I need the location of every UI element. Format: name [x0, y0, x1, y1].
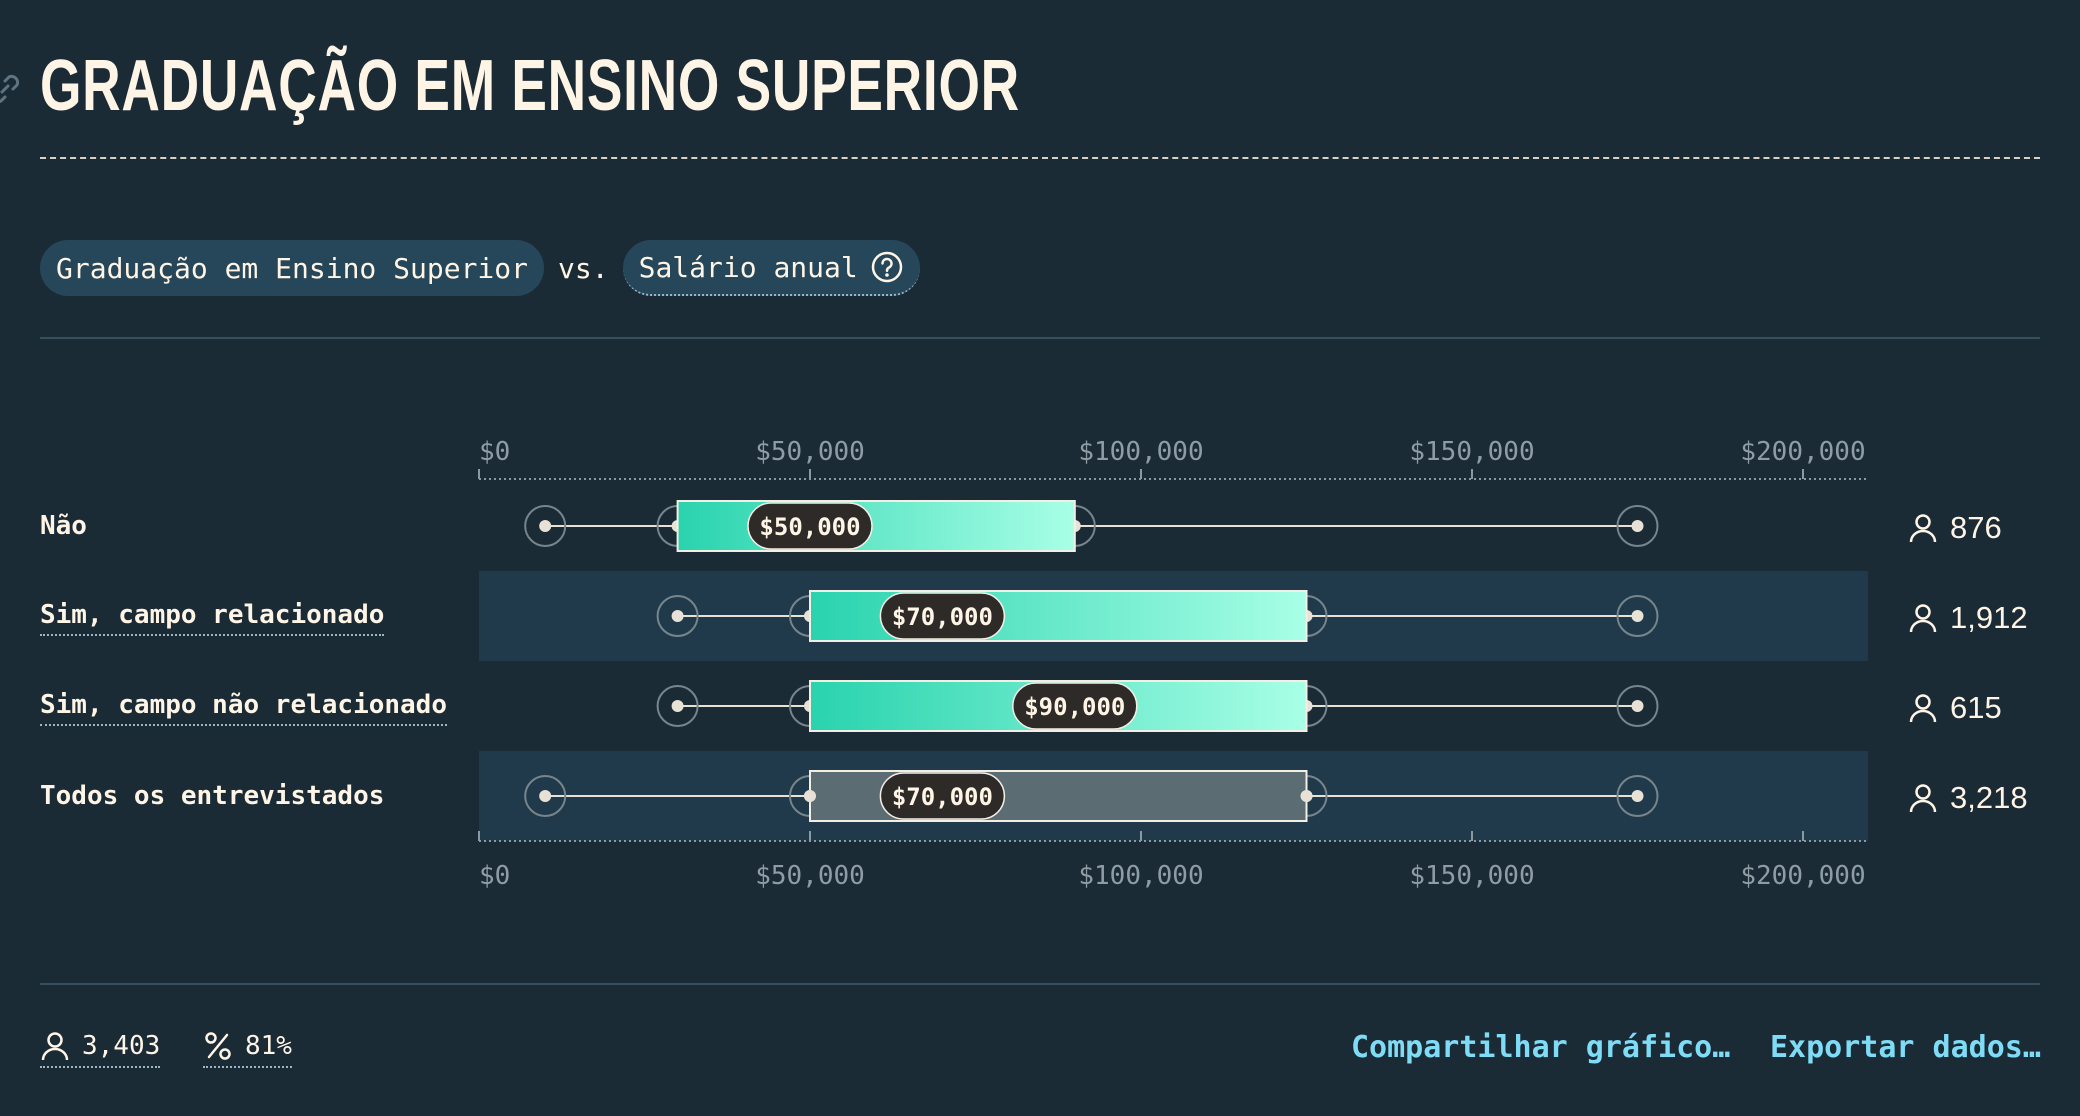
person-icon — [1909, 784, 1937, 813]
median-pill — [1012, 682, 1138, 730]
quartile-dot — [1300, 790, 1313, 802]
respondent-count-value: 876 — [1950, 510, 2002, 545]
respondent-count-value: 1,912 — [1950, 600, 2028, 635]
metric-selector-label: Salário anual — [638, 250, 858, 284]
category-label: Todos os entrevistados — [40, 781, 385, 811]
boxplot-row: $70,000 — [524, 770, 1659, 822]
median-label: $50,000 — [759, 513, 860, 541]
top-axis-tick-label: $100,000 — [1078, 437, 1203, 467]
median-pill — [879, 592, 1006, 640]
whisker-low-marker-ring — [524, 505, 567, 547]
person-icon — [1909, 604, 1937, 633]
percent-value: 81% — [245, 1031, 292, 1061]
selector-divider — [40, 337, 2040, 339]
whisker-high-marker-ring — [1616, 685, 1659, 727]
median-label: $90,000 — [1024, 693, 1125, 721]
link-icon[interactable] — [0, 72, 22, 106]
top-axis-tick-label: $200,000 — [1740, 437, 1865, 467]
total-respondents-value: 3,403 — [82, 1031, 161, 1061]
median-pill — [747, 502, 873, 550]
bottom-axis-tick-label: $100,000 — [1078, 861, 1203, 891]
whisker-low-marker-dot — [539, 790, 552, 802]
dimension-selector-label: Graduação em Ensino Superior — [56, 251, 529, 285]
whisker-high-marker-ring — [1616, 505, 1659, 547]
bottom-axis-tick-label: $200,000 — [1740, 861, 1865, 891]
top-axis-tick-label: $50,000 — [755, 437, 865, 467]
versus-label: vs. — [558, 251, 609, 285]
boxplot-row: $90,000 — [656, 680, 1659, 732]
respondent-count: 1,912 — [1908, 600, 2028, 636]
bottom-axis-tick-label: $150,000 — [1409, 861, 1534, 891]
whisker-low-marker-dot — [671, 700, 684, 712]
median-pill — [879, 772, 1006, 820]
whisker-low-marker-ring — [656, 595, 699, 637]
bottom-axis-tick-label: $50,000 — [755, 861, 865, 891]
category-label[interactable]: Sim, campo relacionado — [40, 600, 385, 636]
top-axis-tick-label: $150,000 — [1409, 437, 1534, 467]
person-icon — [1909, 694, 1937, 723]
top-axis-tick-label: $0 — [479, 437, 510, 467]
whisker-high-marker-dot — [1631, 520, 1644, 532]
category-label[interactable]: Sim, campo não relacionado — [40, 690, 447, 726]
metric-selector-button[interactable]: Salário anual — [622, 240, 920, 296]
question-circle-icon[interactable] — [870, 250, 904, 284]
bottom-axis-tick-label: $0 — [479, 861, 510, 891]
whisker-high-marker-ring — [1616, 775, 1659, 817]
whisker-low-marker-dot — [671, 610, 684, 622]
respondent-count: 876 — [1908, 510, 2002, 546]
person-icon — [41, 1032, 69, 1061]
boxplot-row: $70,000 — [656, 590, 1659, 642]
whisker-high-marker-dot — [1631, 790, 1644, 802]
percent-stat[interactable]: 81% — [203, 1030, 292, 1068]
whisker-low-marker-ring — [524, 775, 567, 817]
respondent-count: 615 — [1908, 690, 2002, 726]
whisker-high-marker-dot — [1631, 700, 1644, 712]
respondent-count-value: 615 — [1950, 690, 2002, 725]
footer-divider — [40, 983, 2040, 985]
dimension-selector-button[interactable]: Graduação em Ensino Superior — [40, 240, 545, 296]
share-chart-link[interactable]: Compartilhar gráfico… — [1351, 1030, 1731, 1065]
category-label: Não — [40, 511, 87, 541]
percent-icon — [205, 1032, 231, 1060]
whisker-low-marker-ring — [656, 685, 699, 727]
respondent-count-value: 3,218 — [1950, 780, 2028, 815]
whisker-high-marker-dot — [1631, 610, 1644, 622]
variable-selector: Graduação em Ensino Superior vs. Salário… — [40, 240, 920, 296]
iqr-box — [676, 500, 1076, 552]
median-label: $70,000 — [892, 783, 993, 811]
person-icon — [1909, 514, 1937, 543]
whisker-high-marker-ring — [1616, 595, 1659, 637]
whisker-low-marker-dot — [539, 520, 552, 532]
median-label: $70,000 — [892, 603, 993, 631]
export-data-link[interactable]: Exportar dados… — [1770, 1030, 2041, 1065]
page-title: GRADUAÇÃO EM ENSINO SUPERIOR — [40, 46, 1020, 126]
total-respondents-stat[interactable]: 3,403 — [40, 1030, 161, 1068]
quartile-dot — [804, 790, 816, 802]
title-divider — [40, 157, 2040, 159]
respondent-count: 3,218 — [1908, 780, 2028, 816]
boxplot-row: $50,000 — [524, 500, 1659, 552]
